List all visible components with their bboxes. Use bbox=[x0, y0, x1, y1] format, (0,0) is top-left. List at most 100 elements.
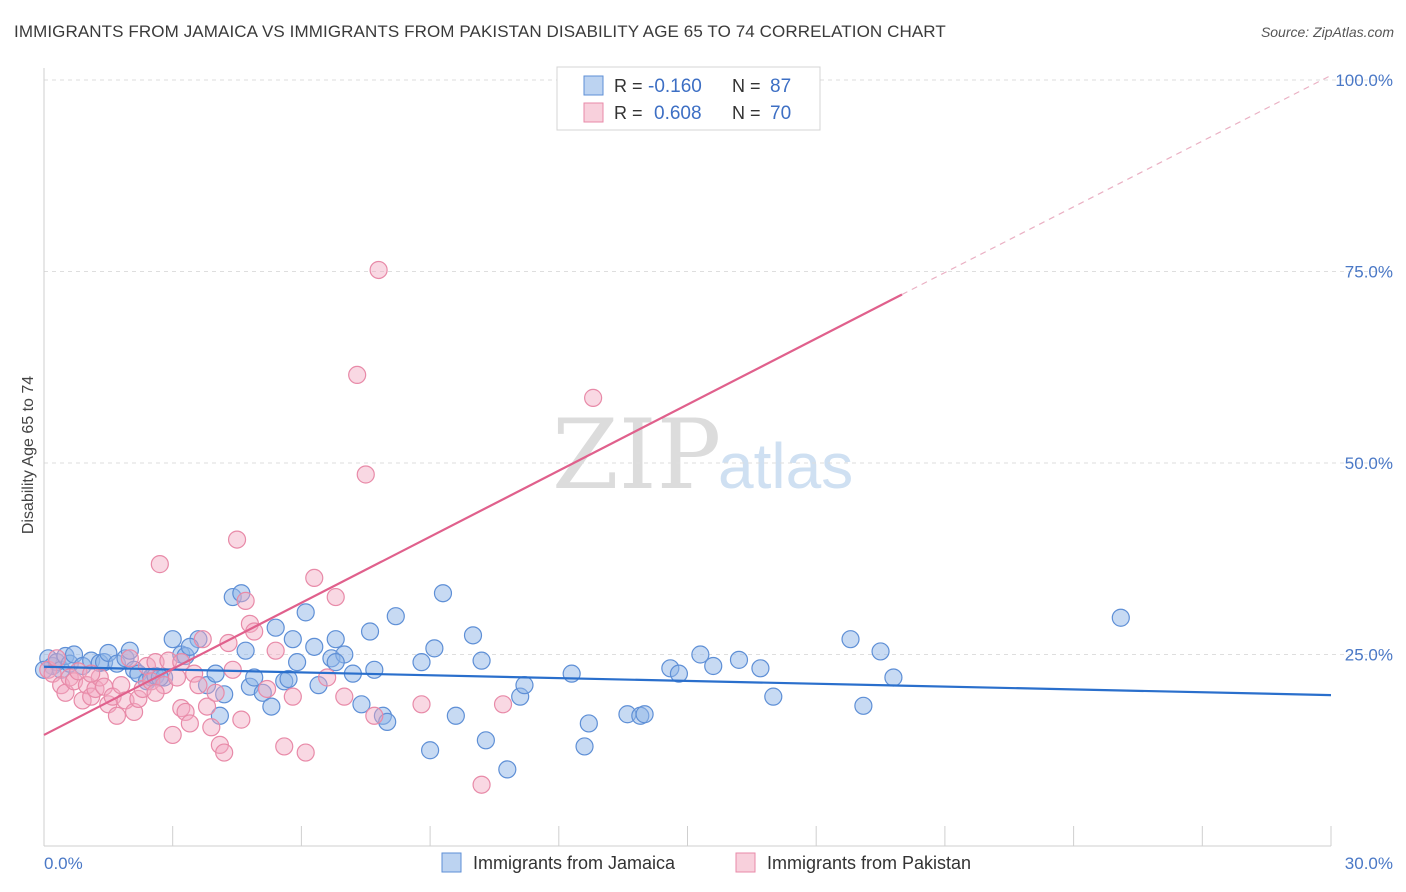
y-axis-label: Disability Age 65 to 74 bbox=[20, 376, 37, 534]
jamaica-point bbox=[841, 630, 860, 649]
jamaica-point bbox=[34, 660, 54, 679]
pakistan-point bbox=[47, 649, 66, 668]
pakistan-point bbox=[245, 622, 264, 641]
jamaica-point bbox=[751, 659, 770, 678]
pakistan-point bbox=[365, 706, 384, 725]
jamaica-point bbox=[421, 741, 440, 760]
jamaica-point bbox=[283, 630, 302, 649]
jamaica-point bbox=[575, 737, 594, 756]
x-tick-label: 0.0% bbox=[44, 854, 83, 873]
legend-n-label-jamaica: N = bbox=[732, 76, 761, 96]
watermark-zip: ZIP bbox=[552, 399, 721, 511]
jamaica-point bbox=[579, 714, 598, 733]
jamaica-point bbox=[305, 637, 324, 656]
jamaica-point bbox=[472, 651, 491, 670]
pakistan-point bbox=[326, 587, 345, 607]
y-tick-labels: 25.0% 50.0% 75.0% 100.0% bbox=[1335, 71, 1393, 665]
jamaica-point bbox=[296, 603, 315, 622]
pakistan-point bbox=[107, 706, 127, 725]
jamaica-point bbox=[360, 622, 380, 641]
bottom-legend-swatch-pakistan bbox=[735, 852, 756, 873]
jamaica-point bbox=[433, 584, 453, 603]
pakistan-point bbox=[193, 630, 212, 649]
jamaica-point bbox=[884, 668, 903, 687]
pakistan-point bbox=[236, 591, 255, 610]
trend-line-pakistan bbox=[43, 293, 903, 736]
pakistan-point bbox=[266, 641, 285, 660]
pakistan-point bbox=[150, 555, 169, 574]
pakistan-point bbox=[197, 697, 217, 716]
pakistan-point bbox=[176, 702, 195, 722]
jamaica-point bbox=[279, 669, 298, 689]
x-tick-labels: 0.0% 30.0% bbox=[44, 854, 1393, 873]
jamaica-point bbox=[635, 705, 654, 724]
jamaica-point bbox=[288, 653, 307, 672]
jamaica-point bbox=[729, 650, 749, 669]
jamaica-point bbox=[498, 760, 517, 779]
pakistan-point bbox=[412, 695, 431, 714]
jamaica-point bbox=[764, 687, 783, 706]
pakistan-point bbox=[318, 668, 337, 687]
pakistan-point bbox=[493, 695, 513, 714]
trend-line-pakistan-extension bbox=[901, 74, 1332, 296]
pakistan-point bbox=[584, 388, 603, 407]
trend-line-jamaica bbox=[43, 665, 1332, 697]
legend-n-value-pakistan: 70 bbox=[770, 103, 791, 124]
pakistan-point bbox=[283, 687, 302, 706]
pakistan-point bbox=[206, 683, 225, 702]
legend-r-label-jamaica: R = bbox=[614, 76, 643, 96]
legend-n-value-jamaica: 87 bbox=[770, 76, 791, 97]
jamaica-point bbox=[262, 697, 281, 716]
jamaica-point bbox=[854, 696, 873, 715]
axes bbox=[43, 68, 1332, 847]
pakistan-point bbox=[129, 689, 148, 709]
pakistan-point bbox=[202, 718, 221, 737]
legend-swatch-jamaica bbox=[583, 75, 604, 96]
bottom-legend-label-pakistan: Immigrants from Pakistan bbox=[767, 853, 971, 873]
watermark: ZIP atlas bbox=[552, 399, 853, 511]
pakistan-point bbox=[180, 714, 199, 733]
pakistan-point bbox=[227, 530, 247, 549]
jamaica-point bbox=[476, 731, 495, 750]
pakistan-point bbox=[189, 676, 208, 695]
jamaica-point bbox=[326, 653, 345, 672]
x-tick-label: 30.0% bbox=[1345, 854, 1393, 873]
legend-swatch-pakistan bbox=[583, 102, 604, 123]
pakistan-point bbox=[472, 775, 491, 794]
trend-lines bbox=[43, 74, 1332, 736]
jamaica-point bbox=[463, 626, 483, 645]
bottom-legend-swatch-jamaica bbox=[441, 852, 462, 873]
jamaica-point bbox=[425, 639, 444, 658]
pakistan-point bbox=[296, 743, 315, 762]
legend-r-value-jamaica: -0.160 bbox=[648, 76, 702, 97]
jamaica-point bbox=[669, 664, 689, 683]
jamaica-point bbox=[120, 641, 139, 660]
pakistan-point bbox=[120, 649, 139, 668]
jamaica-point bbox=[206, 664, 225, 683]
jamaica-point bbox=[1111, 608, 1130, 627]
legend-box: R = -0.160 N = 87 R = 0.608 N = 70 bbox=[556, 66, 821, 131]
pakistan-point bbox=[163, 725, 182, 745]
jamaica-point bbox=[236, 641, 255, 660]
pakistan-point bbox=[146, 683, 165, 702]
jamaica-point bbox=[352, 695, 371, 714]
watermark-atlas: atlas bbox=[718, 430, 853, 502]
pakistan-point bbox=[82, 664, 101, 683]
pakistan-point bbox=[305, 568, 324, 588]
bottom-legend: Immigrants from Jamaica Immigrants from … bbox=[441, 852, 971, 873]
pakistan-point bbox=[215, 743, 234, 762]
y-tick-label: 25.0% bbox=[1345, 646, 1393, 665]
pakistan-point bbox=[348, 365, 367, 385]
chart-title: IMMIGRANTS FROM JAMAICA VS IMMIGRANTS FR… bbox=[14, 22, 946, 41]
jamaica-point bbox=[326, 630, 345, 649]
y-tick-label: 75.0% bbox=[1345, 263, 1393, 282]
series-jamaica-points bbox=[34, 584, 1130, 779]
pakistan-point bbox=[167, 668, 187, 687]
jamaica-point bbox=[386, 607, 405, 626]
pakistan-point bbox=[257, 679, 277, 699]
pakistan-point bbox=[356, 465, 375, 484]
legend-r-value-pakistan: 0.608 bbox=[654, 103, 702, 124]
jamaica-point bbox=[446, 706, 465, 725]
jamaica-point bbox=[704, 656, 723, 676]
